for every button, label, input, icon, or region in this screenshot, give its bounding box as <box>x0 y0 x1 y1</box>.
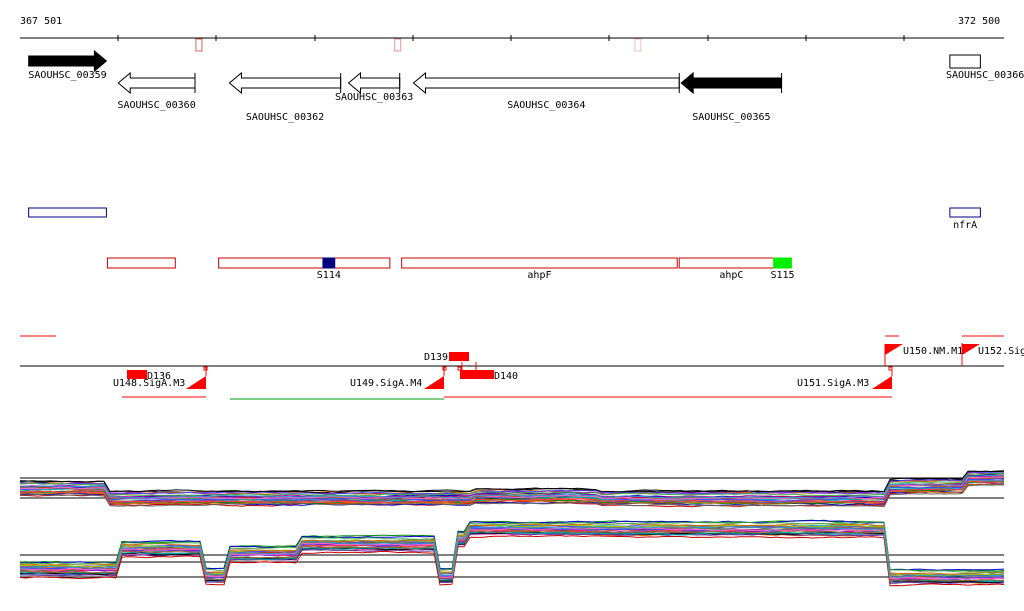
operon-box <box>28 207 107 218</box>
transcript-label: D140 <box>494 371 518 382</box>
site-label: S114 <box>317 270 341 281</box>
expression-trace <box>19 534 1005 587</box>
gene-label: SAOUHSC_00363 <box>335 92 413 103</box>
transcript-mark <box>460 370 494 379</box>
expression-trace <box>19 531 1005 584</box>
expression-trace <box>19 480 1005 504</box>
gene-SAOUHSC_00366 <box>949 54 981 69</box>
gene-label: SAOUHSC_00366 <box>946 70 1024 81</box>
gene-label: SAOUHSC_00362 <box>246 112 324 123</box>
top-mark <box>394 38 402 52</box>
promoter-flag <box>962 344 980 355</box>
gene-track: SAOUHSC_00359 SAOUHSC_00360 SAOUHSC_00362 S… <box>28 49 1024 123</box>
promoter-track: D136 D139 D140 U148.SigA.M3 U149.SigA.M4 U15… <box>20 335 1024 400</box>
expression-trace <box>19 519 1005 572</box>
transcript-label: D136 <box>147 371 171 382</box>
site-box <box>322 257 336 269</box>
promoter-label: U151.SigA.M3 <box>797 378 869 389</box>
expression-panel-lower <box>19 519 1005 587</box>
site-track: S114 S115 <box>317 257 795 281</box>
operon-label: nfrA <box>953 220 977 231</box>
transcript-mark <box>127 370 147 379</box>
expression-trace <box>19 527 1005 580</box>
ruler <box>20 35 1004 41</box>
gene-label: SAOUHSC_00364 <box>507 100 585 111</box>
expression-trace <box>19 481 1005 505</box>
transcription-unit-box <box>106 257 176 269</box>
expression-trace <box>20 532 1005 584</box>
expression-trace <box>20 525 1005 578</box>
gene-label: SAOUHSC_00360 <box>117 100 195 111</box>
expression-trace <box>19 530 1005 582</box>
expression-trace <box>19 531 1005 582</box>
transcription-unit-label: ahpF <box>527 270 551 281</box>
expression-trace <box>19 470 1005 494</box>
gene-SAOUHSC_00360 <box>117 71 196 95</box>
promoter-label: U149.SigA.M4 <box>350 378 422 389</box>
transcription-unit-box <box>218 257 391 269</box>
promoter-label: U148.SigA.M3 <box>113 378 185 389</box>
top-mark <box>195 38 203 52</box>
transcript-mark <box>449 352 469 361</box>
site-label: S115 <box>771 270 795 281</box>
transcription-unit-box <box>678 257 785 269</box>
coord-start-label: 367 501 <box>20 16 62 27</box>
promoter-flag <box>186 376 206 389</box>
expression-trace <box>19 519 1005 571</box>
promoter-flag <box>885 344 903 355</box>
operon-track: nfrA <box>28 207 981 231</box>
gene-label: SAOUHSC_00365 <box>692 112 770 123</box>
top-marks-track <box>195 38 642 52</box>
expression-trace <box>19 524 1005 577</box>
promoter-flag <box>424 376 444 389</box>
expression-trace <box>19 471 1005 495</box>
top-mark <box>634 38 642 52</box>
gene-SAOUHSC_00362 <box>228 71 342 95</box>
gene-SAOUHSC_00363 <box>347 71 401 95</box>
site-box <box>773 257 792 269</box>
transcript-label: D139 <box>424 352 448 363</box>
promoter-label: U150.NM.M1 <box>903 346 963 357</box>
transcription-unit-track: ahpF ahpC <box>106 257 785 281</box>
transcription-unit-label: ahpC <box>719 270 743 281</box>
promoter-flag <box>872 376 892 389</box>
transcription-unit-box <box>401 257 678 269</box>
gene-label: SAOUHSC_00359 <box>28 70 106 81</box>
expression-panel-upper <box>19 470 1005 508</box>
expression-trace <box>19 474 1005 499</box>
expression-trace <box>19 521 1005 573</box>
expression-trace <box>19 472 1005 497</box>
expression-trace <box>19 484 1005 508</box>
gene-SAOUHSC_00365 <box>680 71 783 95</box>
promoter-label: U152.Sig <box>978 346 1024 357</box>
gene-SAOUHSC_00364 <box>412 71 680 95</box>
coord-end-label: 372 500 <box>958 16 1000 27</box>
gene-SAOUHSC_00359 <box>28 49 108 73</box>
operon-box <box>949 207 981 218</box>
